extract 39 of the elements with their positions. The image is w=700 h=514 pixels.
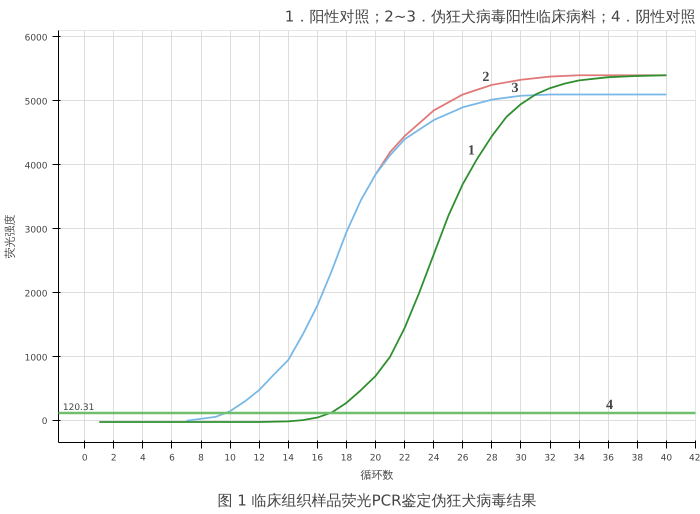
y-tick-label: 0 (42, 417, 48, 428)
x-tick-label: 26 (457, 454, 469, 464)
x-tick-label: 10 (224, 454, 236, 464)
x-tick-label: 20 (370, 454, 382, 464)
x-tick-label: 14 (282, 454, 294, 464)
x-tick-label: 2 (110, 454, 117, 464)
x-tick-label: 28 (486, 454, 498, 464)
x-tick-label: 12 (253, 454, 265, 464)
annotation: 2 (482, 70, 490, 85)
chart-subtitle: 1．阳性对照；2~3．伪狂犬病毒阳性临床病料；4．阴性对照 (284, 8, 696, 26)
y-axis-title: 荧光强度 (4, 214, 17, 258)
annotation: 1 (468, 143, 475, 158)
x-tick-label: 8 (198, 454, 204, 464)
x-tick-label: 6 (169, 454, 176, 464)
x-tick-label: 0 (82, 454, 88, 464)
y-tick-label: 6000 (24, 33, 48, 44)
x-tick-label: 34 (573, 454, 586, 464)
ref-line-label: 120.31 (62, 403, 94, 414)
x-tick-label: 32 (544, 454, 556, 464)
text: 图 1 临床组织样品荧光PCR鉴定伪狂犬病毒结果 (217, 492, 537, 510)
x-tick-label: 18 (340, 454, 352, 464)
x-tick-label: 42 (689, 454, 700, 464)
annotation: 4 (606, 398, 614, 414)
x-tick-label: 40 (660, 454, 672, 464)
line-series (186, 94, 668, 422)
x-tick-label: 38 (632, 454, 644, 464)
x-tick-label: 22 (398, 454, 410, 464)
y-tick-label: 5000 (24, 97, 48, 108)
x-tick-label: 30 (515, 454, 527, 464)
x-tick-label: 24 (428, 454, 440, 464)
y-tick-label: 3000 (24, 225, 48, 236)
y-tick-label: 4000 (24, 161, 48, 172)
y-tick-label: 1000 (24, 353, 48, 364)
annotation: 3 (511, 80, 518, 96)
x-tick-label: 4 (140, 454, 146, 464)
x-tick-label: 16 (312, 454, 324, 464)
y-tick-label: 2000 (24, 289, 48, 300)
x-tick-label: 36 (602, 454, 614, 464)
x-axis-title: 循环数 (360, 468, 394, 482)
